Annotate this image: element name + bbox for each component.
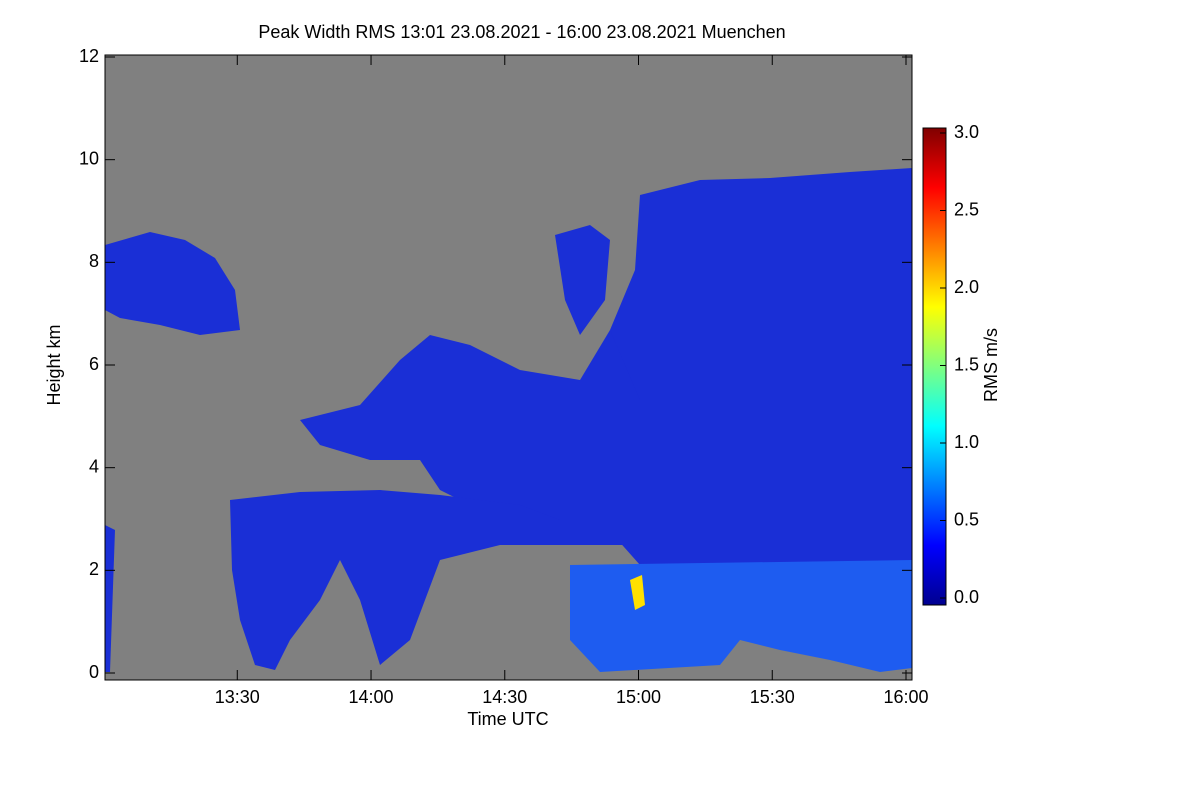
colorbar (922, 127, 947, 606)
y-tick-label: 12 (79, 46, 99, 66)
colorbar-tick-label: 1.5 (954, 354, 979, 374)
colorbar-label: RMS m/s (981, 328, 1001, 402)
echo-region (600, 168, 912, 565)
y-tick-label: 10 (79, 148, 99, 168)
chart-title: Peak Width RMS 13:01 23.08.2021 - 16:00 … (258, 22, 785, 42)
y-axis-label: Height km (44, 324, 64, 405)
x-tick-label: 13:30 (215, 687, 260, 707)
colorbar-tick-label: 0.5 (954, 509, 979, 529)
colorbar-tick-label: 0.0 (954, 587, 979, 607)
x-axis-label: Time UTC (467, 709, 548, 729)
y-tick-label: 6 (89, 354, 99, 374)
x-tick-label: 15:30 (750, 687, 795, 707)
echo-region (105, 525, 115, 672)
x-tick-label: 14:00 (349, 687, 394, 707)
colorbar-tick-label: 3.0 (954, 122, 979, 142)
y-tick-label: 8 (89, 251, 99, 271)
x-tick-label: 16:00 (883, 687, 928, 707)
y-tick-label: 4 (89, 456, 99, 476)
echo-region (630, 575, 645, 610)
colorbar-tick-label: 2.0 (954, 277, 979, 297)
colorbar-tick-label: 2.5 (954, 199, 979, 219)
y-tick-label: 0 (89, 662, 99, 682)
echo-region (300, 330, 640, 545)
echo-field (105, 168, 912, 672)
colorbar-tick-label: 1.0 (954, 432, 979, 452)
x-tick-label: 15:00 (616, 687, 661, 707)
echo-region (555, 225, 610, 335)
x-tick-label: 14:30 (482, 687, 527, 707)
plot-frame (104, 54, 913, 681)
echo-region (570, 560, 912, 672)
echo-region (230, 490, 560, 670)
y-tick-label: 2 (89, 559, 99, 579)
echo-region (105, 232, 240, 335)
